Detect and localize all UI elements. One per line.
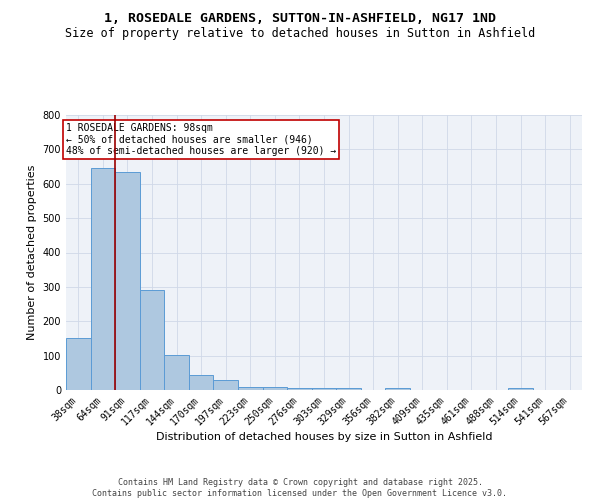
- Bar: [189, 374, 214, 390]
- Bar: [164, 354, 189, 390]
- Bar: [287, 388, 312, 390]
- X-axis label: Distribution of detached houses by size in Sutton in Ashfield: Distribution of detached houses by size …: [156, 432, 492, 442]
- Text: Size of property relative to detached houses in Sutton in Ashfield: Size of property relative to detached ho…: [65, 28, 535, 40]
- Bar: [385, 388, 410, 390]
- Bar: [508, 388, 533, 390]
- Bar: [238, 386, 263, 390]
- Text: 1 ROSEDALE GARDENS: 98sqm
← 50% of detached houses are smaller (946)
48% of semi: 1 ROSEDALE GARDENS: 98sqm ← 50% of detac…: [66, 123, 336, 156]
- Bar: [115, 172, 140, 390]
- Bar: [312, 388, 336, 390]
- Bar: [66, 338, 91, 390]
- Bar: [263, 387, 287, 390]
- Bar: [140, 290, 164, 390]
- Y-axis label: Number of detached properties: Number of detached properties: [27, 165, 37, 340]
- Bar: [214, 380, 238, 390]
- Text: Contains HM Land Registry data © Crown copyright and database right 2025.
Contai: Contains HM Land Registry data © Crown c…: [92, 478, 508, 498]
- Bar: [91, 168, 115, 390]
- Bar: [336, 388, 361, 390]
- Text: 1, ROSEDALE GARDENS, SUTTON-IN-ASHFIELD, NG17 1ND: 1, ROSEDALE GARDENS, SUTTON-IN-ASHFIELD,…: [104, 12, 496, 26]
